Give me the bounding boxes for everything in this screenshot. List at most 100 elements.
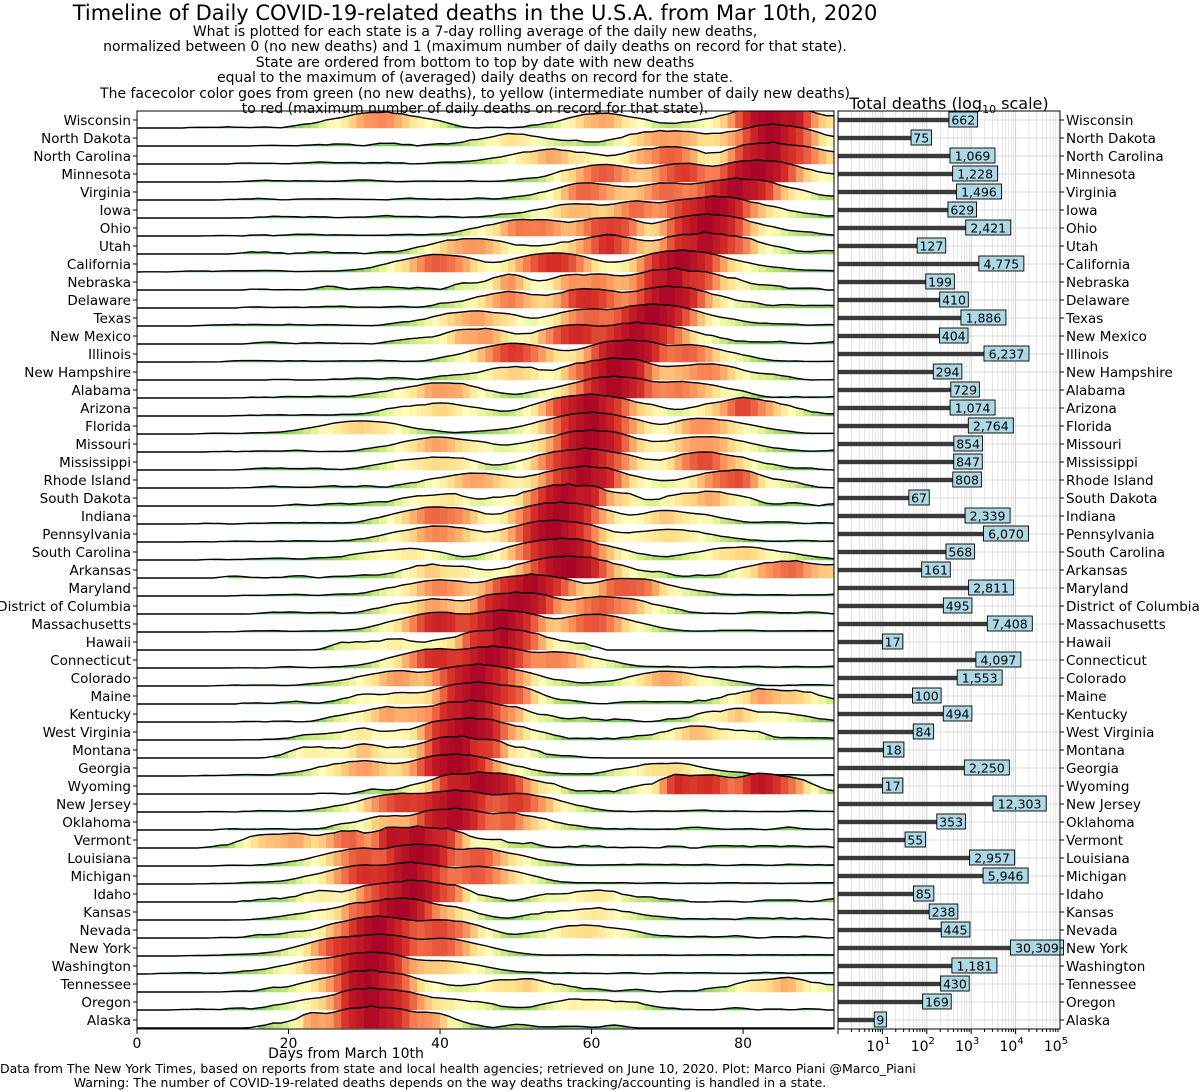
ridge-segment (560, 395, 570, 417)
ridge-virginia (137, 177, 834, 201)
ridge-segment (788, 144, 797, 165)
ridge-segment (257, 834, 267, 849)
ridge-segment (386, 1007, 395, 1029)
ridge-segment (598, 112, 608, 129)
ridge-segment (394, 934, 403, 957)
ridge-segment (523, 592, 532, 615)
ridge-segment (629, 133, 638, 147)
ridge-segment (553, 983, 562, 993)
ridge-segment (591, 505, 600, 525)
ridge-segment (492, 367, 501, 381)
ridge-segment (401, 707, 411, 723)
ridge-segment (576, 238, 585, 255)
ridge-segment (447, 493, 456, 507)
ridge-segment (363, 111, 373, 129)
ridge-segment (682, 131, 691, 147)
ridge-segment (492, 292, 501, 309)
state-label-right: Louisiana (1066, 851, 1130, 867)
ridge-segment (432, 1012, 441, 1029)
ridge-segment (553, 252, 562, 273)
ridge-segment (462, 940, 471, 957)
ridge-segment (454, 866, 464, 885)
ridge-segment (568, 182, 577, 201)
ridge-segment (667, 146, 676, 165)
ridge-segment (341, 830, 350, 849)
state-label-right: Oklahoma (1066, 815, 1135, 831)
ridge-segment (629, 358, 638, 381)
chart-subtitle: What is plotted for each state is a 7-da… (0, 24, 950, 117)
ridge-segment (409, 256, 418, 273)
ridge-segment (704, 165, 714, 183)
ridge-segment (500, 772, 509, 795)
ridge-segment (750, 201, 759, 219)
ridge-segment (689, 774, 698, 795)
ridge-segment (515, 591, 524, 615)
total-deaths-bar (838, 999, 937, 1005)
ridge-segment (750, 979, 759, 993)
state-label-left: Washington (52, 959, 131, 975)
ridge-segment (636, 401, 645, 417)
ridge-segment (447, 683, 456, 705)
ridge-segment (659, 250, 668, 273)
ridge-segment (371, 1005, 380, 1029)
ridge-segment (621, 236, 630, 255)
ridge-segment (613, 290, 623, 309)
state-label-right: Nevada (1066, 923, 1118, 939)
total-deaths-plot: Total deaths (log10 scale) 662 75 1,069 1,2… (837, 94, 1200, 1055)
ridge-segment (636, 438, 645, 453)
ridge-segment (704, 418, 714, 435)
ridge-segment (545, 435, 554, 453)
state-label-left: Delaware (67, 293, 131, 309)
ridge-segment (356, 743, 365, 759)
ridge-segment (386, 706, 395, 723)
ridge-segment (538, 279, 547, 291)
state-label-right: Alaska (1066, 1013, 1110, 1029)
ridge-segment (439, 667, 448, 687)
data-label-text: 1,074 (955, 401, 991, 416)
state-label-right: Georgia (1066, 761, 1119, 777)
ridge-segment (568, 615, 577, 633)
state-label-right: New Mexico (1066, 329, 1147, 345)
ridge-segment (576, 642, 585, 651)
ridge-segment (424, 919, 433, 939)
footer-line: Data from The New York Times, based on r… (0, 1061, 916, 1076)
total-deaths-data-label: 1,553 (956, 669, 1003, 686)
ridge-segment (326, 747, 335, 759)
ridge-segment (545, 782, 554, 795)
ridge-segment (651, 130, 661, 147)
total-deaths-data-label: 729 (950, 381, 980, 398)
total-deaths-bar (838, 819, 952, 825)
ridge-segment (424, 960, 433, 975)
ridge-segment (803, 561, 812, 579)
state-label-left: North Dakota (41, 131, 131, 147)
ridge-segment (401, 792, 411, 813)
state-label-right: South Dakota (1066, 491, 1157, 507)
ridge-segment (576, 324, 585, 345)
ridge-segment (432, 754, 441, 777)
data-label-text: 1,496 (961, 185, 997, 200)
ridge-segment (333, 890, 342, 903)
ridge-segment (500, 312, 509, 327)
ridge-segment (424, 880, 433, 903)
ridge-segment (765, 689, 774, 705)
ridge-segment (818, 563, 827, 579)
ridge-segment (583, 164, 592, 183)
ridge-segment (356, 641, 365, 651)
ridge-segment (386, 989, 395, 1011)
total-deaths-bar (838, 729, 924, 735)
ridge-segment (424, 254, 433, 273)
ridge-segment (492, 645, 501, 669)
ridge-segment (606, 926, 615, 939)
ridge-segment (417, 495, 426, 507)
ridge-segment (644, 403, 653, 417)
ridge-segment (674, 163, 683, 183)
state-label-left: Montana (72, 743, 131, 759)
ridge-segment (583, 324, 592, 345)
ridge-segment (417, 404, 426, 417)
ridge-segment (310, 997, 320, 1011)
ridge-segment (523, 505, 532, 525)
ridge-segment (394, 792, 403, 813)
ridge-segment (379, 1007, 388, 1029)
ridge-segment (424, 791, 433, 813)
ridge-segment (417, 757, 426, 777)
